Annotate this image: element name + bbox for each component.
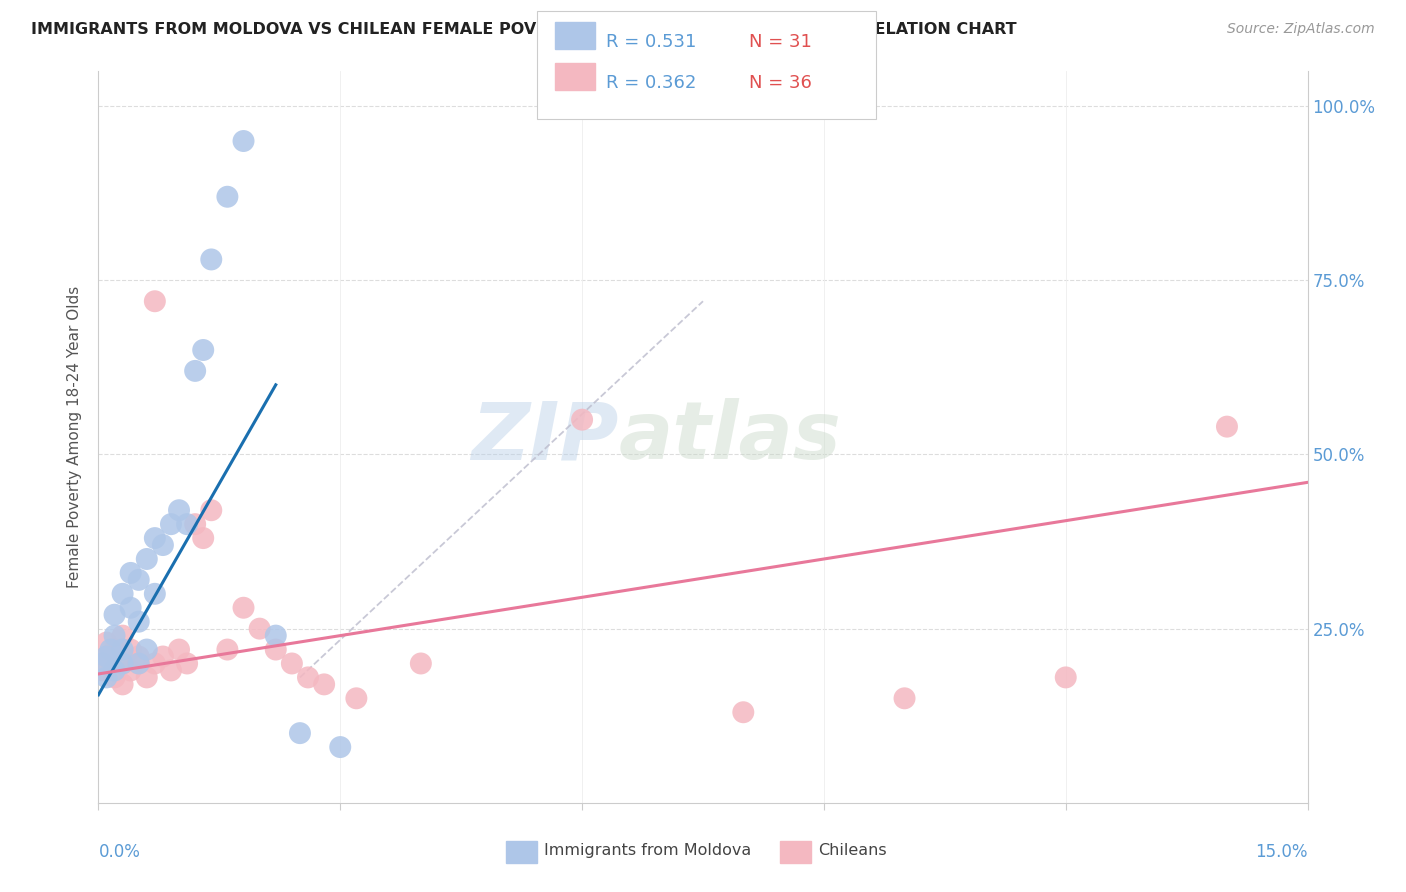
- Point: [120, 600, 142, 615]
- Point: [111, 677, 134, 691]
- Point: [184, 364, 207, 378]
- Point: [200, 252, 222, 267]
- Point: [96, 649, 118, 664]
- Point: [314, 677, 336, 691]
- Point: [96, 649, 118, 664]
- Point: [103, 629, 125, 643]
- Point: [143, 294, 166, 309]
- Point: [281, 657, 304, 671]
- Point: [264, 629, 287, 643]
- Point: [571, 412, 593, 426]
- Point: [103, 670, 125, 684]
- Text: Source: ZipAtlas.com: Source: ZipAtlas.com: [1227, 22, 1375, 37]
- Point: [135, 670, 157, 684]
- Text: Chileans: Chileans: [818, 844, 887, 858]
- Point: [344, 691, 367, 706]
- Point: [128, 657, 150, 671]
- Text: R = 0.531: R = 0.531: [606, 33, 696, 51]
- Point: [128, 657, 150, 671]
- Point: [1216, 419, 1239, 434]
- Point: [232, 134, 254, 148]
- Point: [176, 517, 198, 532]
- Text: ZIP: ZIP: [471, 398, 619, 476]
- Point: [96, 670, 118, 684]
- Point: [103, 664, 125, 678]
- Point: [96, 635, 118, 649]
- Point: [135, 552, 157, 566]
- Point: [128, 649, 150, 664]
- Point: [128, 615, 150, 629]
- Point: [193, 531, 215, 545]
- Point: [103, 607, 125, 622]
- Point: [217, 642, 239, 657]
- Point: [120, 664, 142, 678]
- Text: 15.0%: 15.0%: [1256, 843, 1308, 861]
- Point: [232, 600, 254, 615]
- Point: [288, 726, 311, 740]
- Text: 0.0%: 0.0%: [98, 843, 141, 861]
- Point: [143, 587, 166, 601]
- Point: [143, 531, 166, 545]
- Point: [297, 670, 319, 684]
- Point: [264, 642, 287, 657]
- Point: [167, 503, 190, 517]
- Point: [91, 664, 114, 678]
- Text: IMMIGRANTS FROM MOLDOVA VS CHILEAN FEMALE POVERTY AMONG 18-24 YEAR OLDS CORRELAT: IMMIGRANTS FROM MOLDOVA VS CHILEAN FEMAL…: [31, 22, 1017, 37]
- Y-axis label: Female Poverty Among 18-24 Year Olds: Female Poverty Among 18-24 Year Olds: [67, 286, 83, 588]
- Point: [176, 657, 198, 671]
- Point: [893, 691, 915, 706]
- Point: [1054, 670, 1077, 684]
- Point: [409, 657, 432, 671]
- Point: [160, 664, 183, 678]
- Text: N = 36: N = 36: [749, 74, 813, 92]
- Point: [249, 622, 271, 636]
- Text: N = 31: N = 31: [749, 33, 813, 51]
- Point: [143, 657, 166, 671]
- Point: [120, 566, 142, 580]
- Point: [184, 517, 207, 532]
- Point: [152, 649, 174, 664]
- Point: [111, 657, 134, 671]
- Point: [167, 642, 190, 657]
- Text: atlas: atlas: [619, 398, 841, 476]
- Point: [193, 343, 215, 357]
- Point: [111, 629, 134, 643]
- Point: [128, 573, 150, 587]
- Point: [100, 642, 122, 657]
- Point: [329, 740, 352, 755]
- Point: [120, 642, 142, 657]
- Point: [103, 642, 125, 657]
- Text: Immigrants from Moldova: Immigrants from Moldova: [544, 844, 751, 858]
- Point: [733, 705, 755, 719]
- Point: [217, 190, 239, 204]
- Point: [200, 503, 222, 517]
- Point: [160, 517, 183, 532]
- Point: [91, 657, 114, 671]
- Point: [135, 642, 157, 657]
- Text: R = 0.362: R = 0.362: [606, 74, 696, 92]
- Point: [111, 642, 134, 657]
- Point: [111, 587, 134, 601]
- Point: [152, 538, 174, 552]
- Point: [111, 657, 134, 671]
